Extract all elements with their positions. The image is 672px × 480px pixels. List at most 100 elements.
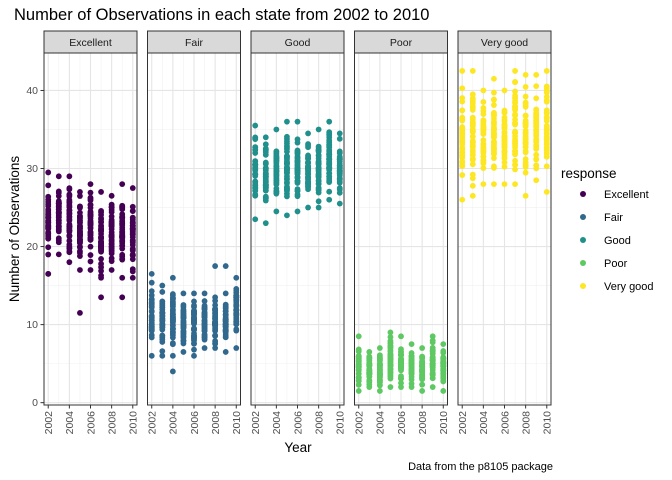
data-point	[169, 274, 176, 281]
data-point	[55, 239, 62, 246]
data-point	[77, 249, 83, 256]
data-point	[408, 367, 415, 374]
data-point	[419, 375, 426, 382]
data-point	[169, 299, 176, 306]
facet-strip-label: Fair	[185, 37, 204, 49]
data-point	[180, 308, 187, 315]
data-point	[326, 196, 333, 203]
data-point	[55, 206, 62, 213]
data-point	[533, 106, 540, 113]
data-point	[212, 315, 219, 322]
data-point	[543, 85, 550, 92]
data-point	[87, 252, 94, 258]
data-point	[336, 186, 343, 193]
data-point	[336, 176, 343, 183]
y-tick-label: 20	[26, 241, 38, 253]
data-point	[129, 252, 136, 259]
data-point	[191, 352, 197, 359]
data-point	[201, 328, 208, 334]
data-point	[480, 165, 487, 171]
data-point	[169, 341, 176, 348]
data-point	[87, 236, 94, 243]
data-point	[119, 205, 126, 212]
data-point	[543, 68, 550, 74]
data-point	[440, 375, 447, 382]
data-point	[315, 198, 322, 205]
data-point	[543, 89, 550, 96]
data-point	[212, 332, 219, 339]
data-point	[355, 377, 362, 384]
data-point	[387, 350, 394, 357]
data-point	[543, 98, 550, 105]
data-point	[543, 117, 550, 124]
data-point	[148, 323, 155, 330]
data-point	[336, 156, 343, 163]
data-point	[87, 189, 94, 196]
data-point	[326, 151, 333, 158]
data-point	[169, 330, 176, 337]
data-point	[191, 340, 197, 347]
data-point	[469, 171, 476, 178]
data-point	[129, 219, 136, 226]
data-point	[469, 156, 476, 163]
data-point	[315, 126, 322, 133]
data-point	[480, 99, 487, 105]
y-tick-label: 40	[26, 85, 38, 97]
data-point	[66, 186, 73, 193]
data-point	[129, 245, 136, 252]
data-point	[45, 251, 52, 258]
data-point	[66, 213, 73, 220]
data-point	[233, 345, 240, 351]
chart-title: Number of Observations in each state fro…	[14, 6, 429, 24]
data-point	[387, 366, 394, 373]
data-point	[501, 148, 508, 155]
data-point	[87, 232, 94, 238]
x-tick-label: 2002	[147, 411, 159, 435]
data-point	[45, 270, 52, 277]
data-point	[366, 369, 373, 376]
data-point	[512, 157, 518, 164]
x-tick-label: 2008	[210, 411, 222, 435]
data-point	[376, 388, 383, 394]
data-point	[315, 204, 322, 211]
data-point	[491, 75, 497, 82]
data-point	[129, 224, 136, 230]
data-point	[45, 169, 52, 176]
data-point	[119, 294, 126, 301]
data-point	[522, 144, 529, 150]
data-point	[129, 234, 136, 241]
data-point	[273, 208, 280, 215]
data-point	[294, 188, 301, 195]
data-point	[191, 346, 197, 353]
data-point	[273, 157, 280, 164]
data-point	[533, 177, 540, 184]
data-point	[159, 324, 166, 331]
y-axis-title: Number of Observations	[7, 156, 22, 303]
data-point	[501, 109, 508, 116]
data-point	[305, 144, 311, 151]
data-point	[180, 290, 187, 297]
data-point	[408, 380, 415, 387]
data-point	[398, 346, 404, 353]
data-point	[233, 306, 240, 313]
data-point	[440, 348, 447, 354]
x-axis-title: Year	[284, 440, 312, 455]
data-point	[326, 143, 333, 150]
data-point	[148, 270, 155, 277]
data-point	[191, 325, 197, 332]
data-point	[87, 196, 94, 202]
data-point	[429, 339, 436, 346]
data-point	[522, 133, 529, 140]
data-point	[252, 216, 259, 223]
data-point	[252, 165, 259, 172]
data-point	[87, 243, 94, 250]
data-point	[87, 267, 94, 273]
legend-key-excellent	[580, 191, 586, 197]
data-point	[252, 192, 259, 199]
data-point	[66, 199, 73, 206]
legend-label: Fair	[604, 212, 623, 224]
x-tick-label: 2006	[292, 411, 304, 435]
data-point	[440, 341, 447, 348]
data-point	[119, 181, 126, 188]
